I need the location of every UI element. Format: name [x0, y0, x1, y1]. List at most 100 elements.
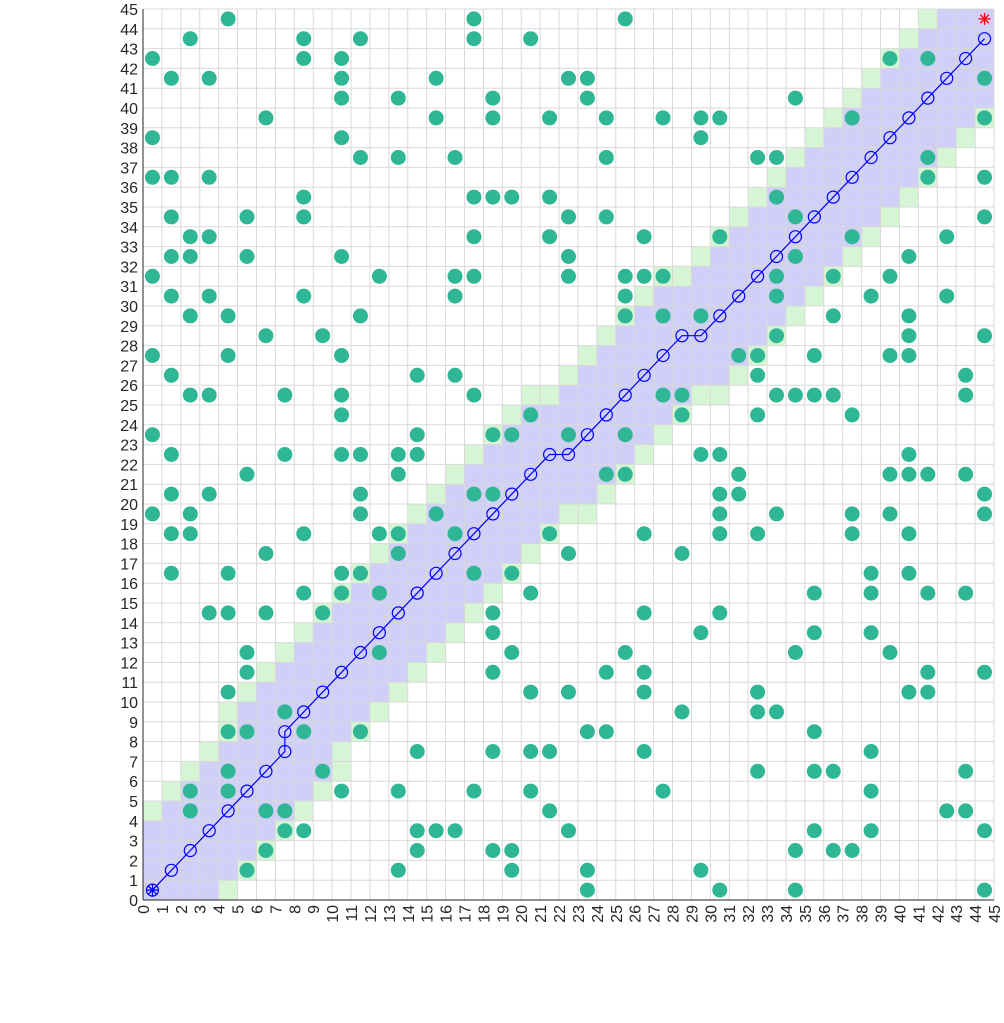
inner-band-cell	[804, 187, 824, 207]
obstacle-point	[787, 645, 803, 660]
x-tick-label: 14	[401, 905, 418, 923]
obstacle-point	[296, 526, 312, 542]
inner-band-cell	[256, 820, 276, 841]
path-waypoint	[410, 586, 424, 600]
inner-band-cell	[937, 28, 957, 49]
x-tick-label: 29	[684, 905, 701, 923]
obstacle-point	[220, 724, 236, 740]
x-tick-label: 16	[439, 905, 456, 923]
outer-band-cell	[804, 286, 824, 306]
outer-band-cell	[577, 504, 597, 524]
inner-band-cell	[729, 325, 749, 346]
obstacle-point	[806, 348, 822, 363]
inner-band-cell	[710, 345, 730, 366]
x-tick-label: 9	[306, 905, 323, 914]
obstacle-point	[920, 150, 936, 165]
obstacle-point	[844, 526, 860, 542]
inner-band-cell	[237, 741, 257, 762]
obstacle-point	[958, 367, 974, 383]
obstacle-point	[409, 744, 425, 759]
inner-band-cell	[804, 226, 824, 247]
inner-band-cell	[407, 642, 427, 663]
obstacle-point	[712, 486, 728, 502]
inner-band-cell	[313, 642, 333, 663]
obstacle-point	[750, 704, 766, 720]
obstacle-point	[806, 387, 822, 403]
obstacle-point	[485, 90, 501, 106]
path-waypoint	[713, 309, 727, 323]
x-tick-label: 23	[571, 905, 588, 923]
obstacle-point	[977, 169, 993, 185]
x-tick-label: 2	[174, 905, 191, 914]
inner-band-cell	[464, 464, 484, 485]
inner-band-cell	[937, 127, 957, 148]
y-tick-label: 9	[129, 715, 138, 732]
obstacle-point	[844, 506, 860, 522]
obstacle-point	[220, 308, 236, 324]
outer-band-cell	[237, 682, 257, 702]
obstacle-point	[882, 645, 898, 660]
obstacle-point	[485, 189, 501, 205]
inner-band-cell	[937, 9, 957, 29]
obstacle-point	[485, 110, 501, 126]
obstacle-point	[882, 268, 898, 284]
obstacle-point	[428, 506, 444, 522]
inner-band-cell	[313, 702, 333, 722]
obstacle-point	[901, 328, 917, 344]
inner-band-cell	[975, 48, 994, 69]
obstacle-point	[466, 486, 482, 502]
x-tick-label: 1	[155, 905, 172, 914]
obstacle-point	[958, 387, 974, 403]
obstacle-point	[296, 31, 312, 47]
obstacle-point	[163, 447, 179, 462]
outer-band-cell	[596, 484, 616, 504]
outer-band-cell	[691, 385, 711, 405]
obstacle-point	[201, 229, 217, 245]
obstacle-point	[466, 268, 482, 284]
obstacle-point	[504, 645, 520, 660]
obstacle-point	[409, 823, 425, 839]
inner-band-cell	[313, 622, 333, 643]
outer-band-cell	[804, 127, 824, 148]
obstacle-point	[806, 763, 822, 779]
obstacle-point	[561, 427, 576, 443]
obstacle-point	[844, 110, 860, 126]
path-waypoint	[637, 368, 651, 382]
obstacle-point	[882, 348, 898, 363]
outer-band-cell	[275, 642, 295, 663]
y-tick-label: 17	[120, 556, 138, 573]
outer-band-cell	[407, 662, 427, 683]
obstacle-point	[542, 526, 558, 542]
inner-band-cell	[748, 325, 768, 346]
obstacle-point	[334, 447, 350, 462]
inner-band-cell	[294, 761, 314, 782]
inner-band-cell	[918, 127, 938, 148]
obstacle-point	[334, 249, 350, 264]
x-tick-label: 20	[514, 905, 531, 923]
obstacle-point	[447, 268, 463, 284]
obstacle-point	[806, 823, 822, 839]
inner-band-cell	[785, 167, 805, 188]
y-tick-label: 24	[120, 418, 138, 435]
obstacle-point	[277, 823, 293, 839]
inner-band-cell	[464, 583, 484, 603]
obstacle-point	[617, 427, 633, 443]
inner-band-cell	[445, 484, 465, 504]
obstacle-point	[182, 387, 198, 403]
inner-band-cell	[823, 147, 843, 168]
inner-band-cell	[823, 226, 843, 247]
inner-band-cell	[748, 306, 768, 326]
x-tick-label: 31	[722, 905, 739, 923]
outer-band-cell	[313, 781, 333, 801]
x-tick-label: 8	[287, 905, 304, 914]
outer-band-cell	[634, 286, 654, 306]
obstacle-point	[693, 308, 709, 324]
inner-band-cell	[880, 108, 900, 128]
obstacle-point	[390, 783, 406, 799]
obstacle-point	[977, 664, 993, 680]
y-tick-label: 21	[120, 477, 138, 494]
outer-band-cell	[842, 88, 862, 108]
obstacle-point	[977, 882, 993, 898]
obstacle-point	[769, 150, 785, 165]
obstacle-point	[201, 169, 217, 185]
